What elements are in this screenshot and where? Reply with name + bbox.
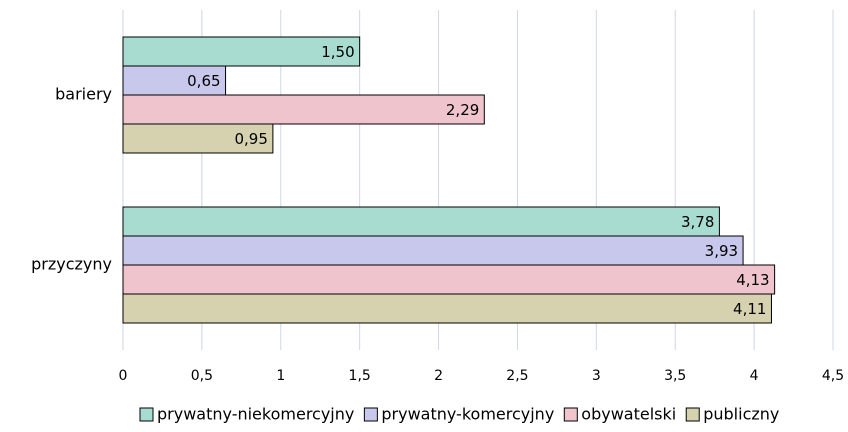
bar	[122, 235, 744, 266]
legend-swatch	[563, 407, 578, 422]
value-label: 3,93	[705, 242, 738, 260]
value-label: 4,13	[736, 271, 769, 289]
category-label: bariery	[55, 85, 112, 104]
legend-label: prywatny-komercyjny	[381, 405, 554, 424]
bar	[122, 123, 274, 154]
value-label: 3,78	[681, 213, 714, 231]
x-tick-label: 1	[276, 368, 285, 384]
x-tick-label: 0	[119, 368, 128, 384]
legend-swatch	[685, 407, 700, 422]
legend-label: publiczny	[703, 405, 779, 424]
x-tick-label: 3,5	[664, 368, 686, 384]
legend-label: obywatelski	[581, 405, 676, 424]
legend-swatch	[363, 407, 378, 422]
value-label: 0,65	[187, 72, 220, 90]
bar	[122, 36, 361, 67]
legend-swatch	[139, 407, 154, 422]
category-label: przyczyny	[31, 255, 112, 274]
bar	[122, 65, 227, 96]
bar	[122, 206, 720, 237]
legend-label: prywatny-niekomercyjny	[157, 405, 354, 424]
value-label: 4,11	[733, 300, 766, 318]
x-tick-label: 3	[592, 368, 601, 384]
x-tick-label: 4	[750, 368, 759, 384]
bar	[122, 293, 772, 324]
value-label: 2,29	[446, 101, 479, 119]
x-tick-label: 2,5	[506, 368, 528, 384]
x-tick-label: 2	[434, 368, 443, 384]
value-label: 0,95	[234, 130, 267, 148]
x-tick-label: 1,5	[349, 368, 371, 384]
bar	[122, 94, 485, 125]
x-tick-label: 4,5	[822, 368, 844, 384]
x-tick-label: 0,5	[191, 368, 213, 384]
value-label: 1,50	[321, 43, 354, 61]
bar	[122, 264, 776, 295]
